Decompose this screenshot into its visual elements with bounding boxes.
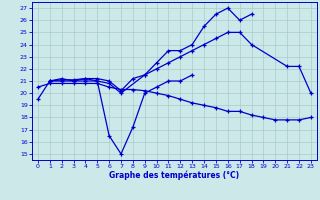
X-axis label: Graphe des températures (°C): Graphe des températures (°C)	[109, 171, 239, 180]
